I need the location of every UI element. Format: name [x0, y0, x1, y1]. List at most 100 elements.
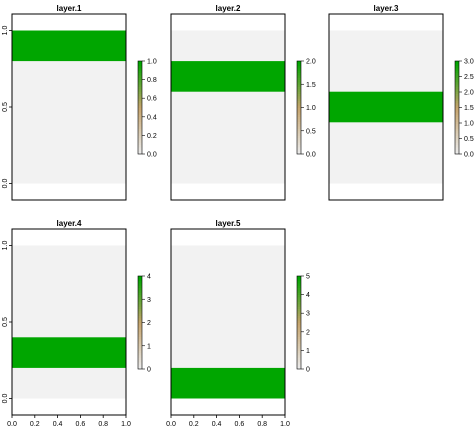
y-tick-label: 0.0 — [2, 179, 9, 189]
legend-color-step — [455, 77, 459, 80]
raster-band — [12, 337, 126, 368]
raster-background — [171, 30, 285, 184]
panel-frame — [170, 13, 286, 201]
color-legend: 0.0 0.5 1.0 1.5 2.0 2.5 3.0 — [454, 59, 474, 159]
raster-band — [329, 91, 443, 123]
legend-color-step — [297, 310, 301, 314]
legend-color-step — [138, 292, 142, 295]
legend-color-step — [138, 322, 142, 326]
legend-color-step — [297, 329, 301, 333]
legend-color-step — [138, 315, 142, 319]
legend-color-step — [138, 84, 142, 87]
legend-tick-label: 2.0 — [306, 59, 316, 66]
legend-color-step — [138, 123, 142, 127]
legend-color-step — [297, 345, 301, 349]
legend-color-step — [297, 142, 301, 146]
legend-color-step — [455, 137, 459, 141]
legend-color-step — [138, 313, 142, 316]
legend-color-step — [297, 287, 301, 291]
legend-color-step — [138, 81, 142, 85]
legend-color-step — [297, 341, 301, 344]
panel-5: layer.5 0.0 0.2 0.4 0.6 0.8 1.0 0 1 2 3 4 5 — [166, 219, 310, 428]
legend-color-step — [138, 329, 142, 333]
legend-color-step — [138, 86, 142, 90]
legend-tick-label: 2.0 — [464, 90, 474, 97]
legend-color-step — [138, 334, 142, 337]
legend-tick-label: 0 — [306, 367, 310, 374]
legend-color-step — [455, 91, 459, 94]
legend-color-step — [455, 98, 459, 101]
legend-color-step — [297, 355, 301, 358]
y-tick-label: 1.0 — [2, 241, 9, 251]
legend-color-step — [138, 301, 142, 305]
legend-color-step — [297, 292, 301, 295]
legend-color-step — [297, 98, 301, 101]
legend-tick-label: 3 — [306, 311, 310, 318]
panel-title: layer.2 — [216, 4, 241, 13]
legend-color-step — [297, 140, 301, 143]
legend-color-step — [297, 348, 301, 351]
legend-color-step — [297, 331, 301, 335]
legend-color-step — [138, 366, 142, 370]
legend-color-step — [138, 107, 142, 111]
legend-color-step — [297, 100, 301, 104]
legend-color-step — [297, 130, 301, 134]
legend-color-step — [455, 107, 459, 111]
raster-band — [171, 367, 285, 399]
legend-color-step — [297, 105, 301, 108]
legend-color-step — [455, 142, 459, 146]
legend-color-step — [297, 285, 301, 289]
legend-color-step — [297, 112, 301, 115]
legend-color-step — [455, 133, 459, 136]
legend-tick-label: 0.5 — [464, 136, 474, 143]
y-tick-label: 0.5 — [2, 317, 9, 327]
legend-frame — [296, 275, 302, 370]
legend-color-step — [455, 123, 459, 127]
x-tick-label: 1.0 — [121, 421, 131, 428]
legend-color-step — [297, 357, 301, 361]
legend-color-step — [455, 63, 459, 67]
legend-color-step — [138, 147, 142, 150]
panel-2: layer.2 0.0 0.5 1.0 1.5 2.0 — [170, 4, 316, 201]
legend-color-step — [297, 119, 301, 122]
legend-color-step — [455, 65, 459, 69]
panel-1: layer.1 0.0 0.5 1.0 0.0 0.2 0.4 0.6 0.8 1.0 — [2, 4, 157, 201]
x-tick-label: 0.4 — [212, 421, 222, 428]
legend-color-step — [138, 151, 142, 155]
legend-color-step — [138, 112, 142, 115]
legend-color-step — [297, 61, 301, 64]
legend-color-step — [138, 324, 142, 328]
legend-color-step — [138, 77, 142, 80]
legend-color-step — [455, 130, 459, 134]
legend-color-step — [138, 352, 142, 356]
legend-tick-label: 4 — [147, 274, 151, 281]
legend-color-step — [138, 93, 142, 97]
legend-color-step — [297, 362, 301, 365]
legend-color-step — [455, 112, 459, 115]
panel-4: layer.4 0.0 0.5 1.0 0.0 0.2 0.4 0.6 0.8 1.0 0 1 2 3 4 — [2, 219, 151, 428]
panel-3: layer.3 0.0 0.5 1.0 1.5 2.0 2.5 3.0 — [328, 4, 474, 201]
legend-color-step — [138, 306, 142, 309]
legend-color-step — [455, 84, 459, 87]
legend-color-step — [297, 303, 301, 307]
legend-color-step — [455, 79, 459, 83]
legend-color-step — [138, 133, 142, 136]
raster-background — [12, 245, 126, 399]
legend-color-step — [297, 144, 301, 148]
legend-color-step — [297, 67, 301, 71]
legend-color-step — [138, 308, 142, 312]
legend-color-step — [138, 98, 142, 101]
legend-tick-label: 1 — [306, 348, 310, 355]
legend-color-step — [138, 95, 142, 99]
legend-color-step — [138, 276, 142, 279]
legend-color-step — [138, 350, 142, 354]
legend-color-step — [297, 107, 301, 111]
legend-color-step — [297, 306, 301, 309]
legend-tick-label: 1 — [147, 343, 151, 350]
legend-color-step — [297, 79, 301, 83]
legend-color-step — [297, 296, 301, 300]
legend-color-step — [138, 289, 142, 293]
legend-color-step — [297, 327, 301, 330]
legend-color-step — [297, 294, 301, 298]
